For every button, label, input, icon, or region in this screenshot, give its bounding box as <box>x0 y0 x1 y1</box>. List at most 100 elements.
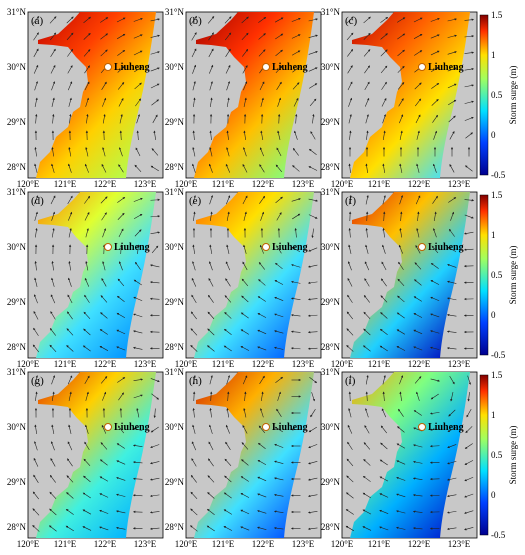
site-marker <box>419 64 426 71</box>
panel-label: (i) <box>345 375 356 387</box>
panel-label: (h) <box>189 375 202 387</box>
lon-tick-label: 122°E <box>94 359 117 369</box>
lat-tick-label: 28°N <box>165 522 185 532</box>
lon-tick-label: 121°E <box>54 179 77 189</box>
lat-tick-label: 30°N <box>7 422 27 432</box>
lat-tick-label: 28°N <box>7 162 27 172</box>
lon-tick-label: 121°E <box>54 359 77 369</box>
lat-tick-label: 28°N <box>321 342 341 352</box>
lat-tick-label: 31°N <box>321 187 341 197</box>
panel-label: (a) <box>31 15 44 27</box>
lon-tick-label: 123°E <box>292 359 315 369</box>
lat-tick-label: 29°N <box>165 117 185 127</box>
lat-tick-label: 30°N <box>165 422 185 432</box>
colorbar-tick-label: 1.5 <box>491 10 503 20</box>
lon-tick-label: 122°E <box>94 539 117 549</box>
site-label: Liuheng <box>428 422 464 433</box>
lat-tick-label: 31°N <box>165 187 185 197</box>
lat-tick-label: 31°N <box>165 367 185 377</box>
lat-tick-label: 31°N <box>321 367 341 377</box>
lon-tick-label: 123°E <box>292 179 315 189</box>
lat-tick-label: 29°N <box>165 297 185 307</box>
colorbar-tick-label: 0 <box>491 490 496 500</box>
lat-tick-label: 28°N <box>7 342 27 352</box>
lon-tick-label: 122°E <box>252 359 275 369</box>
site-label: Liuheng <box>114 62 150 73</box>
lon-tick-label: 122°E <box>408 179 431 189</box>
lon-tick-label: 122°E <box>408 539 431 549</box>
lon-tick-label: 121°E <box>368 179 391 189</box>
lat-tick-label: 30°N <box>321 242 341 252</box>
lat-tick-label: 29°N <box>321 117 341 127</box>
colorbar-scale <box>480 195 488 355</box>
lon-tick-label: 123°E <box>448 539 471 549</box>
lon-tick-label: 120°E <box>175 539 198 549</box>
lon-tick-label: 122°E <box>94 179 117 189</box>
panel-label: (f) <box>345 195 356 207</box>
lon-tick-label: 122°E <box>252 539 275 549</box>
colorbar-label: Storm surge (m) <box>508 246 518 305</box>
colorbar-tick-label: -0.5 <box>491 530 506 540</box>
colorbar-label: Storm surge (m) <box>508 426 518 485</box>
site-marker <box>263 64 270 71</box>
lon-tick-label: 120°E <box>17 539 40 549</box>
lat-tick-label: 28°N <box>7 522 27 532</box>
lat-tick-label: 29°N <box>321 477 341 487</box>
colorbar-tick-label: 1 <box>491 410 496 420</box>
colorbar-tick-label: 1.5 <box>491 190 503 200</box>
panel-label: (g) <box>31 375 44 387</box>
lon-tick-label: 121°E <box>212 539 235 549</box>
site-label: Liuheng <box>428 242 464 253</box>
lon-tick-label: 123°E <box>134 179 157 189</box>
site-marker <box>263 244 270 251</box>
lat-tick-label: 30°N <box>7 242 27 252</box>
site-marker <box>105 64 112 71</box>
lon-tick-label: 123°E <box>134 539 157 549</box>
lat-tick-label: 30°N <box>165 242 185 252</box>
colorbar-tick-label: 1.5 <box>491 370 503 380</box>
colorbar-tick-label: -0.5 <box>491 350 506 360</box>
lon-tick-label: 123°E <box>292 539 315 549</box>
site-label: Liuheng <box>114 422 150 433</box>
lat-tick-label: 28°N <box>165 162 185 172</box>
lat-tick-label: 30°N <box>321 422 341 432</box>
lat-tick-label: 29°N <box>7 297 27 307</box>
site-marker <box>105 424 112 431</box>
colorbar-tick-label: 0.5 <box>491 450 503 460</box>
lat-tick-label: 28°N <box>321 162 341 172</box>
colorbar-tick-label: 0.5 <box>491 90 503 100</box>
lon-tick-label: 121°E <box>368 359 391 369</box>
lon-tick-label: 121°E <box>54 539 77 549</box>
colorbar-tick-label: 0.5 <box>491 270 503 280</box>
lat-tick-label: 29°N <box>321 297 341 307</box>
site-marker <box>419 244 426 251</box>
lon-tick-label: 120°E <box>331 539 354 549</box>
site-marker <box>263 424 270 431</box>
site-label: Liuheng <box>272 422 308 433</box>
lat-tick-label: 30°N <box>165 62 185 72</box>
lon-tick-label: 121°E <box>212 359 235 369</box>
lon-tick-label: 123°E <box>448 179 471 189</box>
lat-tick-label: 31°N <box>321 7 341 17</box>
colorbar-tick-label: 0 <box>491 130 496 140</box>
lat-tick-label: 31°N <box>7 7 27 17</box>
colorbar-tick-label: 0 <box>491 310 496 320</box>
colorbar-scale <box>480 15 488 175</box>
colorbar-tick-label: 1 <box>491 230 496 240</box>
panel-label: (b) <box>189 15 202 27</box>
lat-tick-label: 28°N <box>321 522 341 532</box>
site-label: Liuheng <box>428 62 464 73</box>
lon-tick-label: 122°E <box>252 179 275 189</box>
colorbar-scale <box>480 375 488 535</box>
lat-tick-label: 30°N <box>321 62 341 72</box>
lat-tick-label: 29°N <box>7 477 27 487</box>
site-marker <box>419 424 426 431</box>
panel-label: (e) <box>189 195 202 207</box>
